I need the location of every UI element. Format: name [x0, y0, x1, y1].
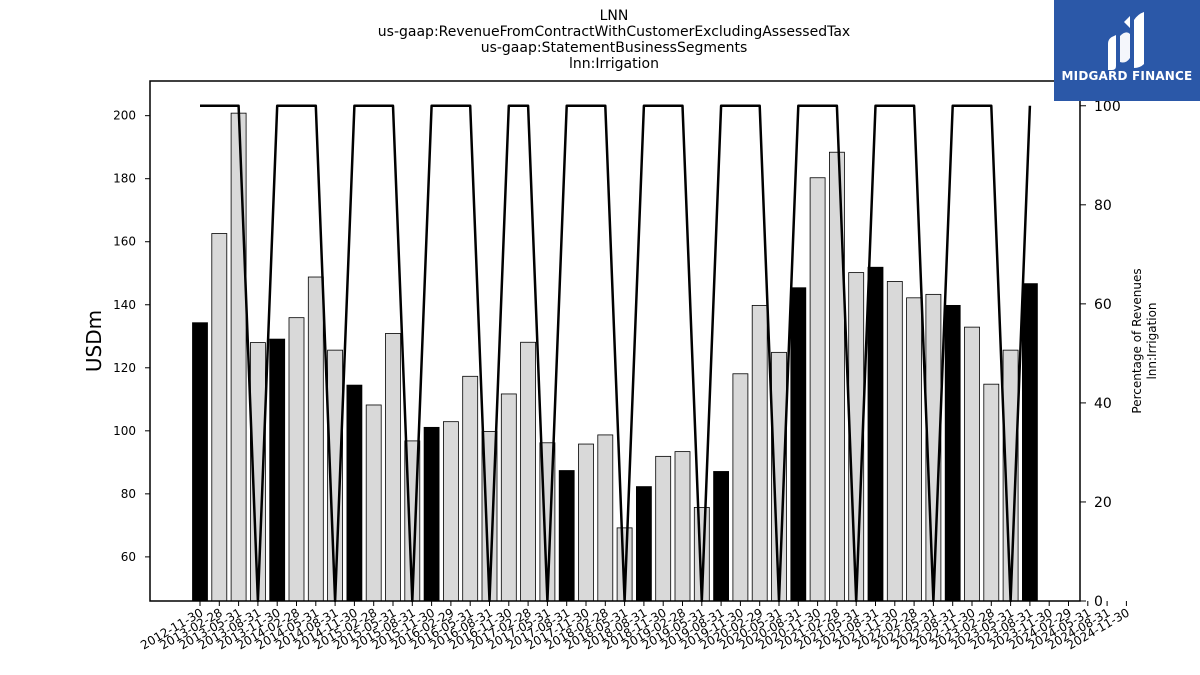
chart-title: LNNus-gaap:RevenueFromContractWithCustom… — [378, 8, 850, 72]
bar — [442, 421, 459, 602]
chart-title-line: lnn:Irrigation — [569, 56, 659, 72]
y-left-tick-label: 160 — [113, 235, 136, 249]
y-left-tick-label: 100 — [113, 424, 136, 438]
y-right-tick-label: 20 — [1094, 495, 1112, 511]
bar — [462, 375, 479, 602]
y-axis-right-label: Percentage of Revenues lnn:Irrigation — [1130, 268, 1159, 413]
plot-frame — [149, 80, 1081, 602]
y-left-tick-label: 180 — [113, 172, 136, 186]
percentage-line — [200, 104, 1032, 603]
y-left-tick-label: 120 — [113, 361, 136, 375]
bar — [423, 426, 440, 602]
bar — [269, 338, 286, 602]
y-right-tick-label: 100 — [1094, 99, 1121, 115]
bar — [906, 297, 922, 602]
bar — [558, 470, 575, 602]
midgard-finance-logo: MIDGARD FINANCE — [1054, 0, 1200, 101]
y-left-tick-label: 80 — [121, 487, 136, 501]
bar — [288, 317, 305, 602]
bar — [385, 333, 401, 602]
y-axis-left: 60 80 100 120 140 160 180 200 — [113, 109, 150, 564]
bar — [751, 304, 768, 602]
bar — [520, 341, 536, 602]
bar — [713, 471, 729, 602]
logo-text: MIDGARD FINANCE — [1061, 69, 1193, 83]
bar — [886, 281, 903, 602]
y-axis-right-label-line: Percentage of Revenues — [1130, 268, 1144, 413]
bar — [732, 373, 749, 602]
bar — [809, 177, 826, 602]
y-left-tick-label: 60 — [121, 550, 136, 564]
bar — [230, 112, 247, 602]
bar — [867, 266, 884, 602]
percentage-line-series — [200, 104, 1032, 603]
bar — [636, 486, 652, 602]
bar — [1022, 283, 1038, 602]
bar — [307, 276, 324, 602]
y-axis-right: 0 20 40 60 80 100 — [1080, 99, 1121, 610]
y-left-tick-label: 140 — [113, 298, 136, 312]
y-right-tick-label: 60 — [1094, 297, 1112, 313]
bar — [964, 326, 980, 602]
chart-title-line: us-gaap:RevenueFromContractWithCustomerE… — [378, 24, 850, 40]
bar — [192, 322, 208, 602]
bar — [211, 233, 228, 602]
bar — [597, 434, 614, 602]
bar — [674, 451, 691, 602]
bar — [655, 455, 672, 602]
bar — [500, 393, 517, 602]
chart-title-line: LNN — [600, 8, 629, 24]
chart-title-line: us-gaap:StatementBusinessSegments — [481, 40, 748, 56]
bar — [944, 304, 961, 602]
y-right-tick-label: 40 — [1094, 396, 1112, 412]
y-right-tick-label: 0 — [1094, 594, 1103, 610]
y-right-tick-label: 80 — [1094, 198, 1112, 214]
bar — [365, 404, 382, 602]
y-axis-right-label-line: lnn:Irrigation — [1145, 302, 1159, 379]
midgard-m-icon — [1108, 12, 1144, 70]
x-axis: 2012-11-302013-02-282013-05-312013-08-31… — [138, 601, 1132, 652]
bar — [790, 287, 807, 602]
bar — [578, 443, 594, 602]
y-axis-left-label: USDm — [82, 310, 106, 372]
bar — [346, 384, 363, 602]
y-left-tick-label: 200 — [113, 109, 136, 123]
bar — [983, 383, 1000, 602]
